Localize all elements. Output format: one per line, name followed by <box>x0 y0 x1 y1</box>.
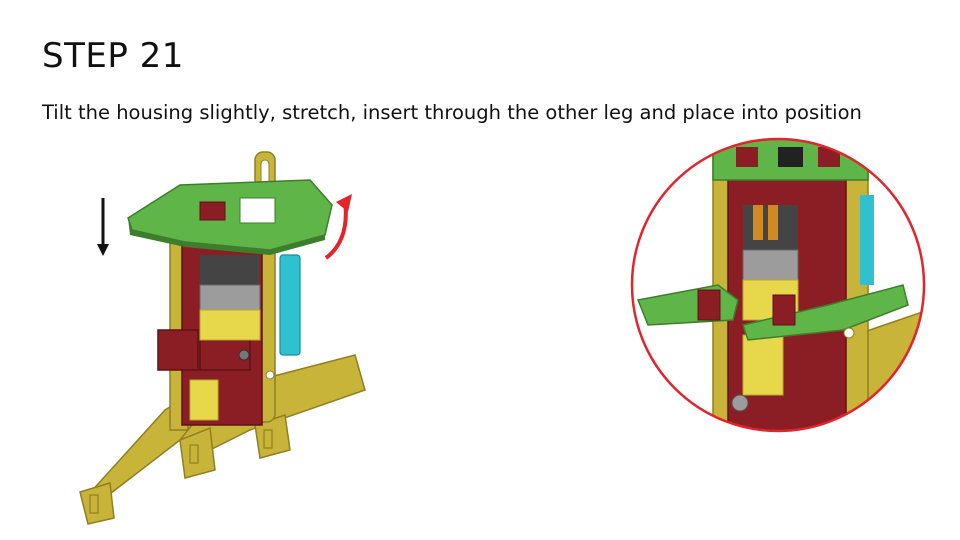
screw <box>238 349 250 361</box>
slide-title: STEP 21 <box>42 36 184 76</box>
hole <box>265 370 275 380</box>
green-plate <box>127 179 333 255</box>
arrow-down-icon <box>97 198 109 256</box>
instruction-text: Tilt the housing slightly, stretch, inse… <box>42 101 862 124</box>
zoom-detail <box>630 137 926 433</box>
assembly-illustration <box>79 151 366 525</box>
rotate-arrow-icon <box>324 194 352 260</box>
servo <box>279 254 301 356</box>
motor <box>189 255 261 421</box>
zoom-circle <box>630 137 926 433</box>
